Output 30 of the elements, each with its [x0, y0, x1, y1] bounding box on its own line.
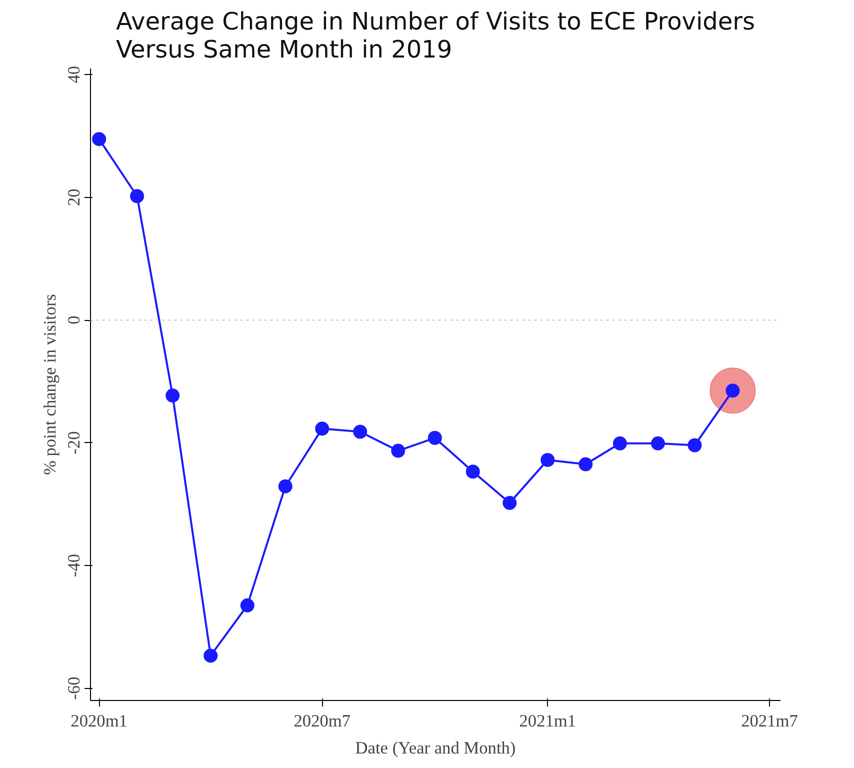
point: [428, 430, 442, 445]
point: [204, 648, 218, 663]
y-tick-label: 0: [64, 316, 84, 324]
point: [391, 444, 406, 458]
point: [278, 479, 292, 494]
y-tick-label: -40: [64, 554, 84, 578]
point: [92, 132, 106, 146]
y-tick-label: 40: [64, 66, 84, 84]
y-tick-label: 20: [64, 188, 84, 206]
point: [166, 388, 180, 403]
x-axis-title: Date (Year and Month): [355, 738, 516, 758]
point: [130, 189, 144, 204]
x-tick-label: 2021m1: [519, 712, 576, 730]
point: [502, 496, 517, 510]
point: [353, 424, 368, 439]
point: [540, 452, 555, 467]
x-tick-label: 2021m7: [741, 712, 798, 730]
point: [688, 438, 702, 452]
point: [240, 598, 254, 612]
point: [612, 436, 627, 450]
chart-title: Average Change in Number of Visits to ECE Providers Versus Same Month in 2019: [116, 8, 756, 64]
x-tick-label: 2020m7: [294, 712, 351, 730]
y-tick-label: -60: [64, 676, 84, 700]
y-tick-label: -20: [64, 431, 84, 454]
point: [466, 464, 480, 479]
x-tick-label: 2020m1: [70, 712, 128, 730]
point: [578, 457, 593, 472]
y-axis-title: % point change in visitors: [40, 294, 60, 475]
point: [315, 422, 330, 436]
point: [650, 436, 665, 450]
